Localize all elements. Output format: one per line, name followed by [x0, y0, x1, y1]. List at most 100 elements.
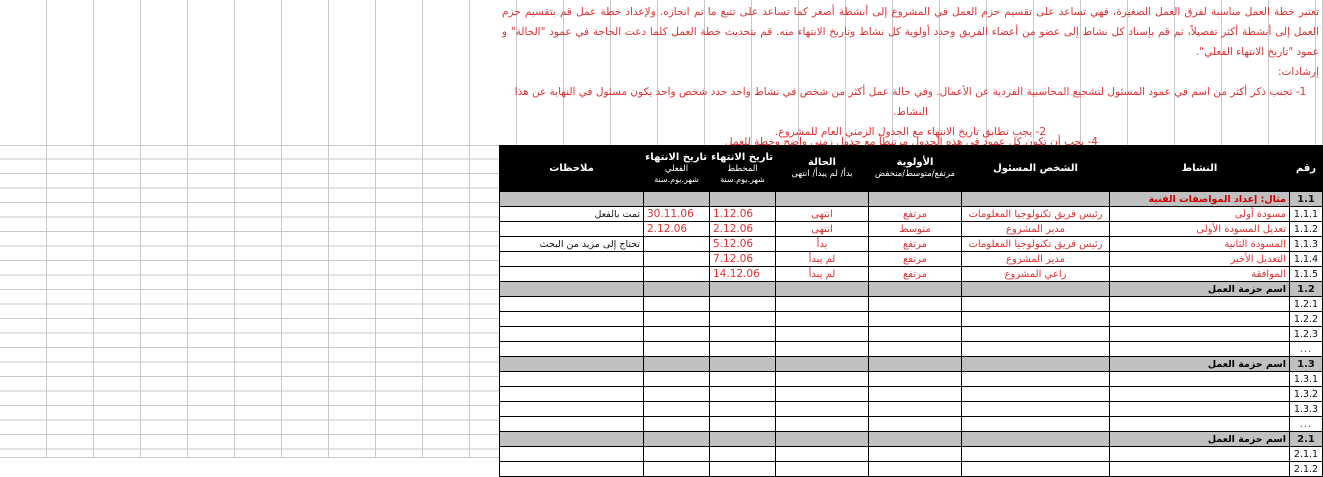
cell-notes[interactable] [499, 326, 644, 342]
cell-state[interactable] [775, 326, 869, 342]
cell-person[interactable] [961, 371, 1110, 387]
table-row[interactable]: 2.1 اسم حزمة العمل [499, 431, 1323, 447]
cell-num[interactable]: 1.3.2 [1289, 386, 1323, 402]
cell-state[interactable] [775, 416, 869, 432]
cell-priority[interactable] [868, 326, 962, 342]
cell-priority[interactable] [868, 416, 962, 432]
cell-priority[interactable] [868, 461, 962, 477]
cell-priority[interactable]: مرتفع [868, 236, 962, 252]
cell-actual-date[interactable] [643, 401, 710, 417]
cell-planned-date[interactable] [709, 281, 776, 297]
cell-state[interactable] [775, 356, 869, 372]
cell-actual-date[interactable] [643, 446, 710, 462]
cell-notes[interactable] [499, 416, 644, 432]
cell-activity[interactable]: اسم حزمة العمل [1109, 281, 1290, 297]
cell-activity[interactable]: مثال: إعداد المواصفات الفنية [1109, 191, 1290, 207]
cell-priority[interactable] [868, 191, 962, 207]
table-row[interactable]: 1.2.1 [499, 296, 1323, 312]
cell-notes[interactable] [499, 266, 644, 282]
cell-num[interactable]: 1.3.1 [1289, 371, 1323, 387]
cell-activity[interactable] [1109, 461, 1290, 477]
cell-notes[interactable]: تحتاج إلى مزيد من البحث [499, 236, 644, 252]
cell-planned-date[interactable]: 2.12.06 [709, 221, 776, 237]
cell-actual-date[interactable] [643, 461, 710, 477]
cell-notes[interactable]: تمت بالفعل [499, 206, 644, 222]
cell-activity[interactable] [1109, 446, 1290, 462]
table-row[interactable]: ... [499, 416, 1323, 432]
table-row[interactable]: ... [499, 341, 1323, 357]
cell-state[interactable]: بدأ [775, 236, 869, 252]
table-row[interactable]: 1.1.3 المسودة الثانية رئيس فريق تكنولوجيا … [499, 236, 1323, 252]
cell-person[interactable]: رئيس فريق تكنولوجيا المعلومات [961, 236, 1110, 252]
cell-priority[interactable] [868, 431, 962, 447]
cell-activity[interactable] [1109, 296, 1290, 312]
cell-person[interactable] [961, 326, 1110, 342]
cell-priority[interactable] [868, 296, 962, 312]
cell-planned-date[interactable] [709, 446, 776, 462]
cell-state[interactable]: لم يبدأ [775, 266, 869, 282]
cell-notes[interactable] [499, 296, 644, 312]
cell-actual-date[interactable] [643, 416, 710, 432]
cell-actual-date[interactable]: 30.11.06 [643, 206, 710, 222]
cell-actual-date[interactable] [643, 386, 710, 402]
cell-state[interactable]: انتهى [775, 206, 869, 222]
cell-activity[interactable]: المسودة الثانية [1109, 236, 1290, 252]
cell-actual-date[interactable] [643, 296, 710, 312]
cell-actual-date[interactable] [643, 326, 710, 342]
cell-planned-date[interactable]: 14.12.06 [709, 266, 776, 282]
cell-actual-date[interactable] [643, 266, 710, 282]
cell-priority[interactable]: مرتفع [868, 206, 962, 222]
cell-person[interactable] [961, 296, 1110, 312]
cell-priority[interactable]: مرتفع [868, 251, 962, 267]
cell-person[interactable] [961, 191, 1110, 207]
cell-person[interactable] [961, 446, 1110, 462]
cell-priority[interactable] [868, 446, 962, 462]
cell-activity[interactable] [1109, 326, 1290, 342]
cell-num[interactable]: ... [1289, 341, 1323, 357]
cell-notes[interactable] [499, 431, 644, 447]
cell-actual-date[interactable] [643, 311, 710, 327]
table-row[interactable]: 1.1 مثال: إعداد المواصفات الفنية [499, 191, 1323, 207]
cell-state[interactable] [775, 431, 869, 447]
cell-num[interactable]: 1.1.2 [1289, 221, 1323, 237]
cell-planned-date[interactable] [709, 431, 776, 447]
cell-person[interactable] [961, 356, 1110, 372]
cell-person[interactable] [961, 416, 1110, 432]
cell-actual-date[interactable] [643, 236, 710, 252]
cell-state[interactable] [775, 461, 869, 477]
cell-activity[interactable] [1109, 341, 1290, 357]
cell-person[interactable]: راعي المشروع [961, 266, 1110, 282]
cell-state[interactable] [775, 296, 869, 312]
cell-priority[interactable] [868, 371, 962, 387]
cell-planned-date[interactable] [709, 401, 776, 417]
cell-num[interactable]: 1.1.4 [1289, 251, 1323, 267]
cell-priority[interactable]: متوسط [868, 221, 962, 237]
cell-planned-date[interactable]: 1.12.06 [709, 206, 776, 222]
cell-actual-date[interactable] [643, 431, 710, 447]
table-row[interactable]: 1.1.5 الموافقة راعي المشروع مرتفع لم يبدأ 14.… [499, 266, 1323, 282]
cell-planned-date[interactable] [709, 326, 776, 342]
cell-activity[interactable] [1109, 386, 1290, 402]
table-row[interactable]: 1.1.2 تعديل المسودة الأولى مدير المشروع متو… [499, 221, 1323, 237]
cell-priority[interactable] [868, 341, 962, 357]
cell-activity[interactable] [1109, 401, 1290, 417]
table-row[interactable]: 2.1.1 [499, 446, 1323, 462]
table-row[interactable]: 1.1.1 مسودة أولى رئيس فريق تكنولوجيا المعل… [499, 206, 1323, 222]
cell-notes[interactable] [499, 386, 644, 402]
cell-planned-date[interactable] [709, 341, 776, 357]
cell-actual-date[interactable]: 2.12.06 [643, 221, 710, 237]
cell-actual-date[interactable] [643, 281, 710, 297]
cell-notes[interactable] [499, 446, 644, 462]
cell-num[interactable]: 1.1.1 [1289, 206, 1323, 222]
cell-activity[interactable] [1109, 311, 1290, 327]
cell-actual-date[interactable] [643, 251, 710, 267]
cell-num[interactable]: 1.2.3 [1289, 326, 1323, 342]
cell-planned-date[interactable] [709, 296, 776, 312]
cell-state[interactable] [775, 446, 869, 462]
cell-person[interactable]: رئيس فريق تكنولوجيا المعلومات [961, 206, 1110, 222]
cell-state[interactable]: انتهى [775, 221, 869, 237]
cell-planned-date[interactable]: 5.12.06 [709, 236, 776, 252]
cell-planned-date[interactable] [709, 191, 776, 207]
cell-notes[interactable] [499, 311, 644, 327]
cell-num[interactable]: 2.1.2 [1289, 461, 1323, 477]
